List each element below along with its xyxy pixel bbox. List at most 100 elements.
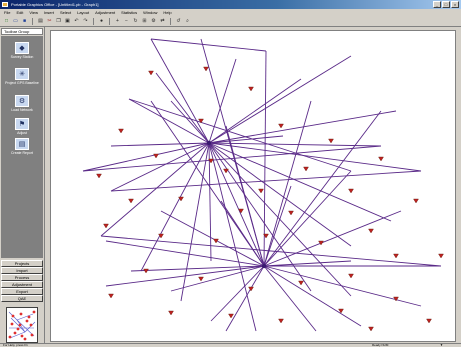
tool-load-network[interactable]: ⚙ Load Network <box>1 93 43 121</box>
station-marker[interactable] <box>198 118 204 124</box>
tool-create-report[interactable]: ▤ Create Report <box>1 136 43 164</box>
paste-icon[interactable]: ▣ <box>65 18 70 24</box>
section-export[interactable]: Export <box>1 288 43 295</box>
redo-icon[interactable]: ↷ <box>83 18 88 24</box>
splitter[interactable] <box>45 27 50 343</box>
baseline-line[interactable] <box>208 142 257 332</box>
refresh-icon[interactable]: ↺ <box>176 18 181 24</box>
pointer-icon[interactable]: ● <box>99 18 104 24</box>
minimize-button[interactable]: _ <box>433 1 441 8</box>
hub-station-marker[interactable] <box>261 263 267 269</box>
station-marker[interactable] <box>223 168 229 174</box>
menu-window[interactable]: Window <box>143 10 158 15</box>
baseline-line[interactable] <box>150 100 265 267</box>
baseline-line[interactable] <box>130 265 265 272</box>
tool-survey-station[interactable]: ◆ Survey Station <box>1 40 43 68</box>
baseline-line[interactable] <box>170 265 265 292</box>
menu-statistics[interactable]: Statistics <box>121 10 138 15</box>
station-marker[interactable] <box>278 123 284 129</box>
station-marker[interactable] <box>368 326 374 332</box>
station-marker[interactable] <box>298 280 304 286</box>
station-marker[interactable] <box>393 253 399 259</box>
station-marker[interactable] <box>378 156 384 162</box>
network-canvas[interactable] <box>50 30 456 342</box>
baseline-line[interactable] <box>263 265 317 332</box>
station-marker[interactable] <box>258 188 264 194</box>
section-qae[interactable]: QAE <box>1 295 43 302</box>
section-projects[interactable]: Projects <box>1 260 43 267</box>
station-marker[interactable] <box>303 166 309 172</box>
station-marker[interactable] <box>203 66 209 72</box>
baseline-line[interactable] <box>100 142 210 237</box>
baseline-line[interactable] <box>225 265 265 332</box>
station-marker[interactable] <box>288 210 294 216</box>
station-marker[interactable] <box>148 70 154 76</box>
baseline-line[interactable] <box>263 100 312 267</box>
station-marker[interactable] <box>426 318 432 324</box>
station-marker[interactable] <box>238 208 244 214</box>
station-marker[interactable] <box>168 310 174 316</box>
grid-icon[interactable]: ⊞ <box>142 18 147 24</box>
menu-select[interactable]: Select <box>59 10 72 15</box>
baseline-line[interactable] <box>225 125 265 267</box>
network-graph[interactable] <box>51 31 455 341</box>
baseline-line[interactable] <box>263 210 402 267</box>
station-marker[interactable] <box>208 158 214 164</box>
baseline-line[interactable] <box>208 55 352 144</box>
section-process[interactable]: Process <box>1 274 43 281</box>
baseline-line[interactable] <box>110 142 210 192</box>
tool-gps-baseline[interactable]: ✳ Project GPS Baseline <box>1 66 43 94</box>
station-marker[interactable] <box>278 318 284 324</box>
station-marker[interactable] <box>348 273 354 279</box>
station-marker[interactable] <box>213 238 219 244</box>
settings-icon[interactable]: ⚙ <box>151 18 156 24</box>
baseline-line[interactable] <box>110 170 422 192</box>
copy-icon[interactable]: ❐ <box>56 18 61 24</box>
station-marker[interactable] <box>318 240 324 246</box>
station-marker[interactable] <box>108 293 114 299</box>
menu-view[interactable]: View <box>29 10 38 15</box>
status-dropdown-icon[interactable]: ▼ <box>440 343 443 347</box>
baseline-line[interactable] <box>110 142 210 147</box>
baseline-line[interactable] <box>150 38 210 144</box>
baseline-line[interactable] <box>170 100 210 144</box>
menu-file[interactable]: File <box>4 10 11 15</box>
station-marker[interactable] <box>328 138 334 144</box>
baseline-line[interactable] <box>208 142 212 262</box>
station-marker[interactable] <box>438 253 444 259</box>
overview-map[interactable] <box>6 307 38 343</box>
baseline-line[interactable] <box>263 265 422 307</box>
zoom-out-icon[interactable]: − <box>125 18 128 24</box>
station-marker[interactable] <box>153 153 159 159</box>
baseline-line[interactable] <box>208 142 352 247</box>
baseline-line[interactable] <box>140 142 210 272</box>
new-icon[interactable]: □ <box>4 18 9 24</box>
section-adjustment[interactable]: Adjustment <box>1 281 43 288</box>
station-marker[interactable] <box>248 286 254 292</box>
baseline-line[interactable] <box>220 200 265 267</box>
station-marker[interactable] <box>368 228 374 234</box>
search-icon[interactable]: ⌕ <box>186 18 189 24</box>
station-marker[interactable] <box>228 313 234 319</box>
baseline-line[interactable] <box>100 235 442 267</box>
tool-adjust[interactable]: ⚑ Adjust <box>1 116 43 144</box>
baseline-line[interactable] <box>208 110 397 144</box>
baseline-line[interactable] <box>208 142 422 172</box>
zoom-in-icon[interactable]: + <box>116 18 119 24</box>
flip-icon[interactable]: ⇄ <box>160 18 165 24</box>
baseline-line[interactable] <box>263 185 292 267</box>
baseline-line[interactable] <box>263 265 362 327</box>
undo-icon[interactable]: ↶ <box>74 18 79 24</box>
baseline-line[interactable] <box>208 58 237 144</box>
rotate-icon[interactable]: ↻ <box>133 18 138 24</box>
baseline-line[interactable] <box>208 142 265 267</box>
station-marker[interactable] <box>338 308 344 314</box>
hub-station-marker[interactable] <box>206 140 212 146</box>
baseline-line[interactable] <box>105 265 265 287</box>
baseline-line[interactable] <box>160 210 265 267</box>
baseline-line[interactable] <box>210 265 265 322</box>
baseline-line[interactable] <box>208 142 382 147</box>
menu-insert[interactable]: Insert <box>43 10 54 15</box>
menu-edit[interactable]: Edit <box>16 10 24 15</box>
menu-help[interactable]: Help <box>163 10 172 15</box>
